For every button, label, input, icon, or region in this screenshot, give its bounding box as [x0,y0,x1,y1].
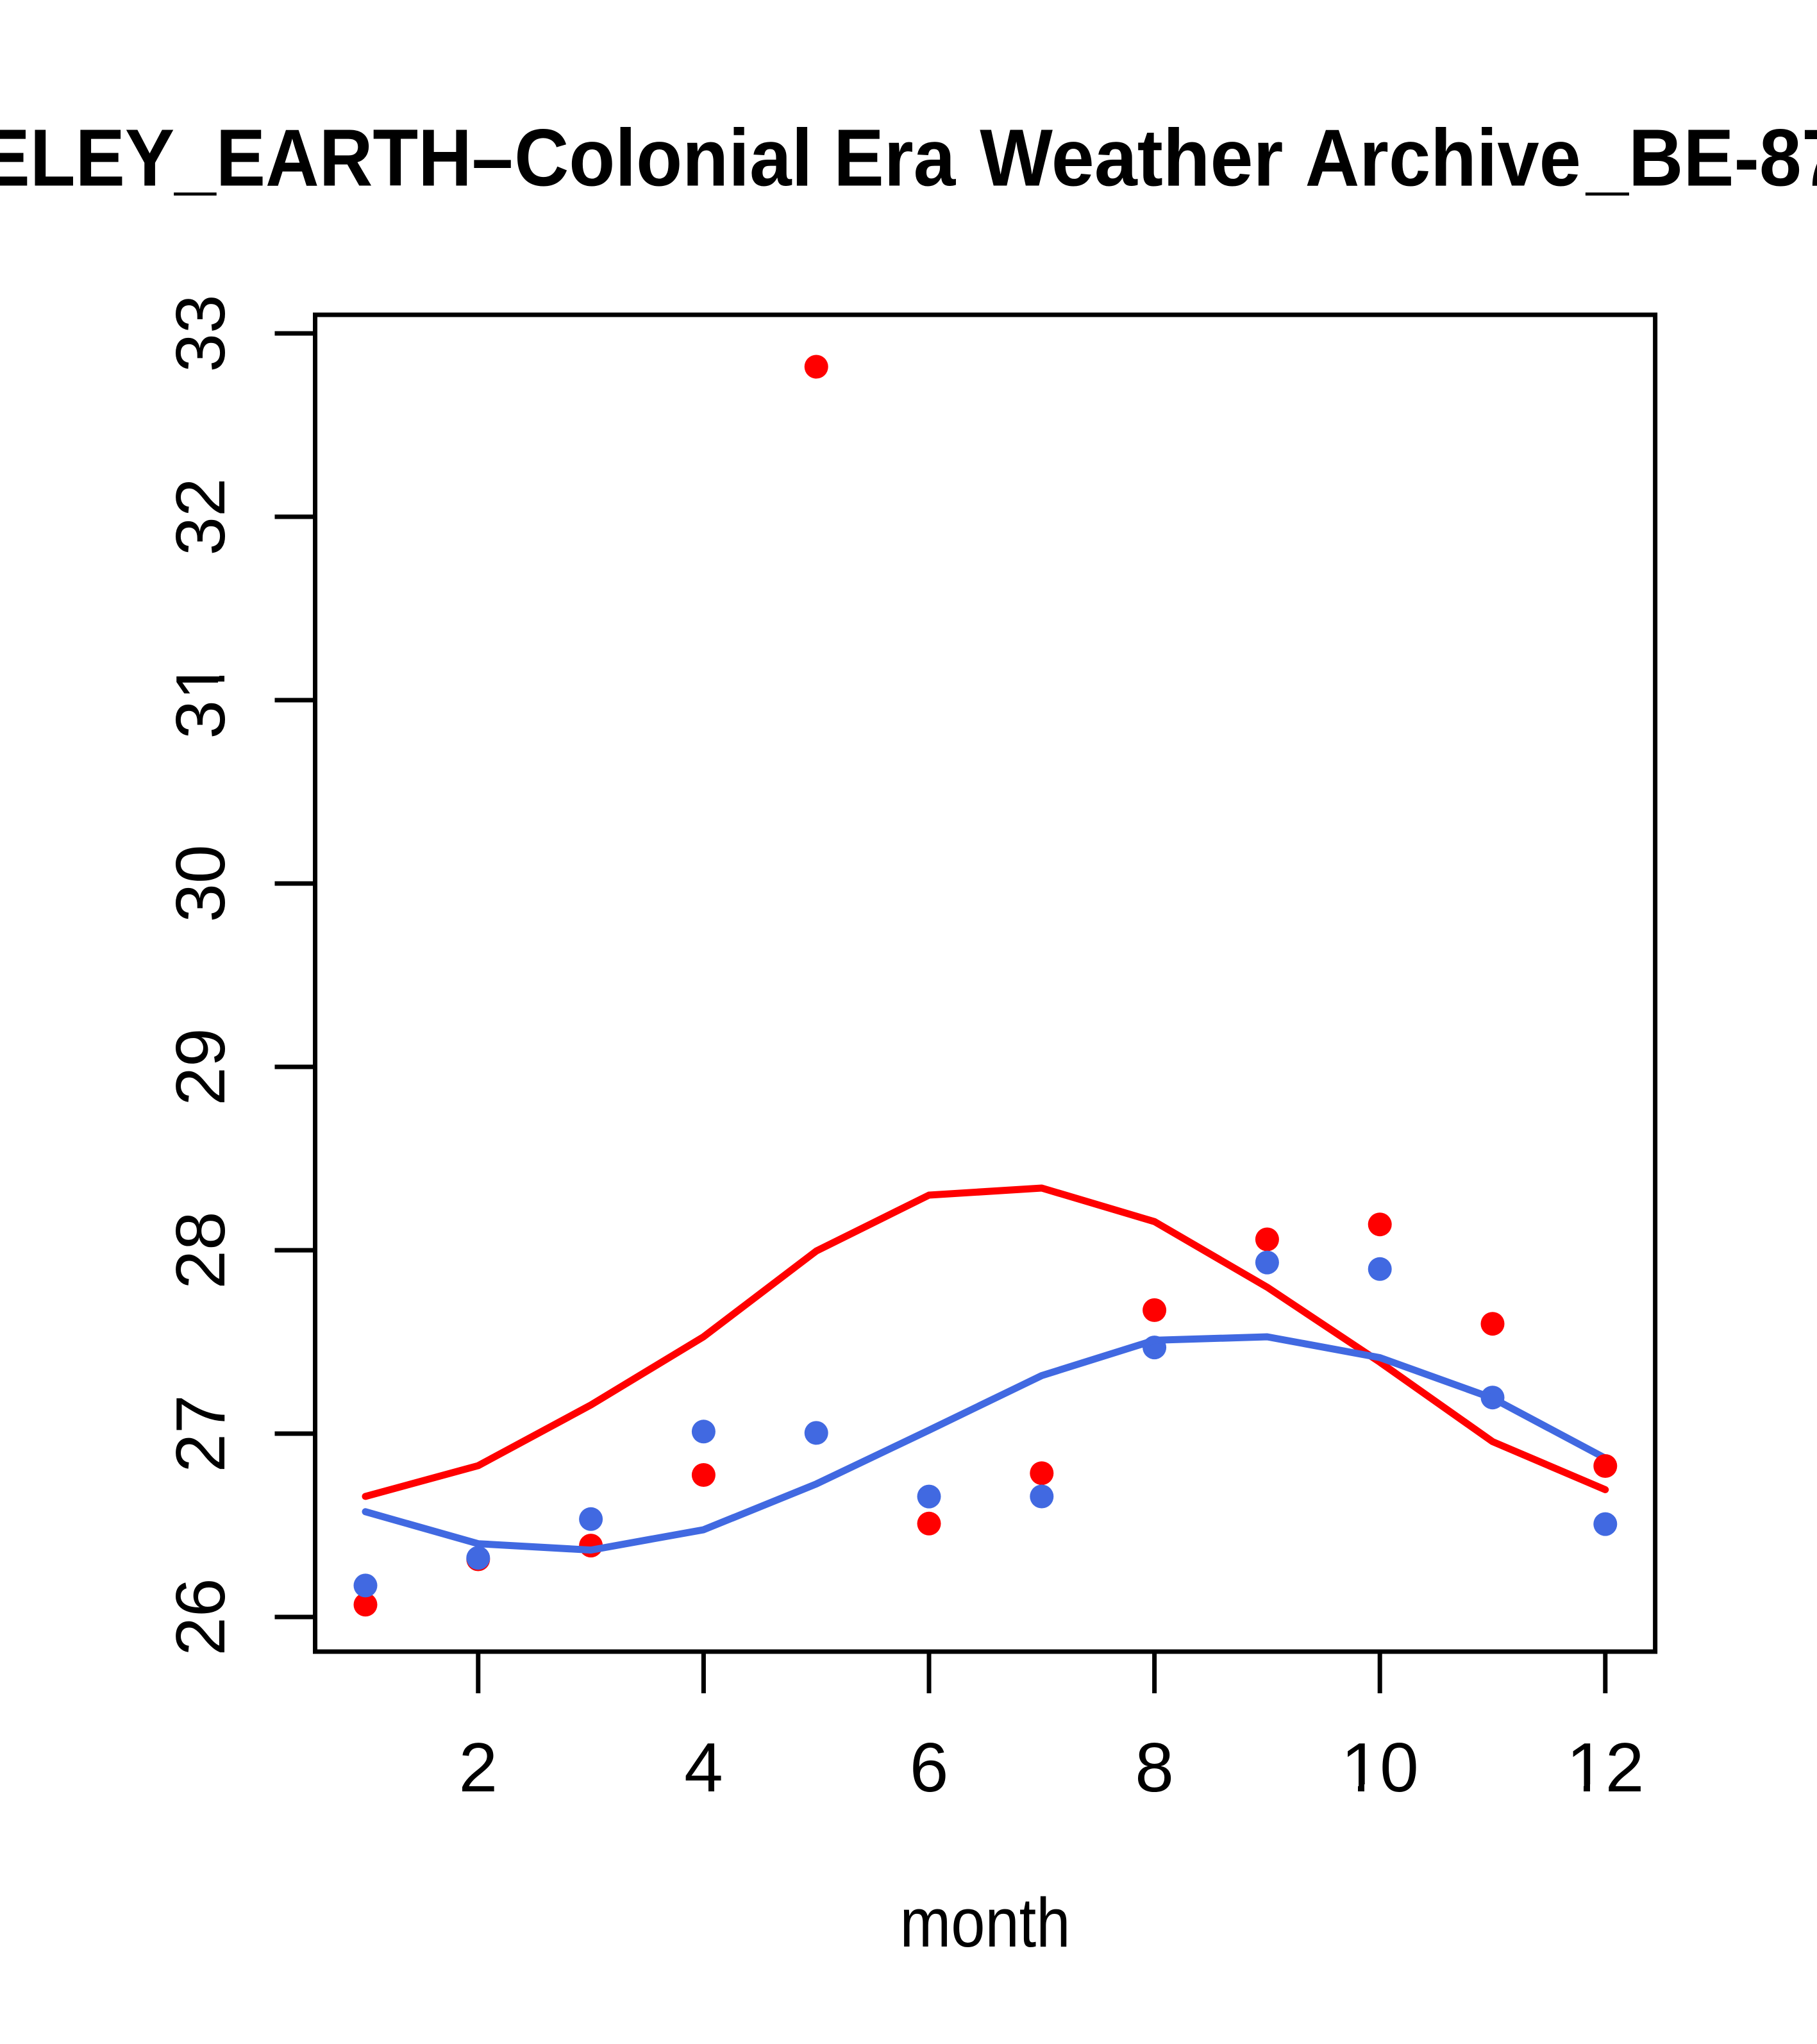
svg-text:33: 33 [162,294,240,372]
svg-text:month: month [900,1884,1071,1962]
svg-text:12: 12 [1566,1729,1644,1807]
svg-text:ELEY_EARTH–: ELEY_EARTH– [0,113,513,203]
svg-text:10: 10 [1341,1729,1419,1807]
svg-text:4: 4 [684,1729,723,1807]
svg-text:30: 30 [162,844,240,922]
svg-text:6: 6 [910,1729,949,1807]
svg-text:Weather: Weather [980,113,1283,203]
svg-text:31: 31 [162,661,240,739]
svg-text:2: 2 [458,1729,498,1807]
svg-text:28: 28 [162,1211,240,1289]
svg-text:Archive: Archive [1305,113,1581,203]
svg-text:32: 32 [162,478,240,555]
svg-text:8: 8 [1135,1729,1174,1807]
svg-text:26: 26 [162,1578,240,1655]
svg-text:29: 29 [162,1028,240,1105]
svg-text:Colonial Era: Colonial Era [514,113,956,203]
svg-text:27: 27 [162,1395,240,1472]
svg-text:_BE-877: _BE-877 [1585,113,1817,203]
